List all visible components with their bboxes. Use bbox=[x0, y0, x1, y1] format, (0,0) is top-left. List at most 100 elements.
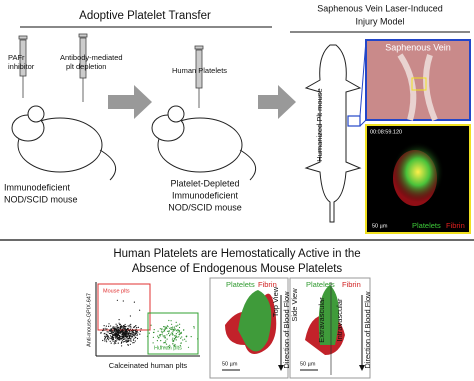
event-dot bbox=[119, 327, 121, 329]
event-dot bbox=[179, 344, 181, 347]
event-dot bbox=[111, 333, 113, 335]
event-dot bbox=[178, 334, 180, 336]
event-dot bbox=[110, 336, 113, 338]
event-dot bbox=[160, 340, 162, 342]
event-dot bbox=[178, 336, 180, 338]
event-dot bbox=[122, 326, 124, 328]
event-dot bbox=[165, 343, 168, 345]
event-dot bbox=[172, 334, 174, 336]
event-dot bbox=[165, 326, 167, 329]
event-dot bbox=[136, 334, 138, 336]
event-dot bbox=[120, 331, 123, 333]
event-dot bbox=[193, 326, 195, 328]
event-dot bbox=[116, 330, 118, 332]
event-dot bbox=[152, 331, 155, 334]
event-dot bbox=[136, 337, 139, 340]
event-dot bbox=[128, 332, 130, 334]
event-dot bbox=[103, 329, 105, 331]
event-dot bbox=[130, 330, 132, 332]
event-dot bbox=[118, 332, 120, 335]
event-dot bbox=[175, 321, 177, 323]
event-dot bbox=[124, 330, 126, 333]
event-dot bbox=[180, 337, 182, 339]
event-dot bbox=[106, 338, 109, 340]
event-dot bbox=[177, 329, 179, 331]
event-dot bbox=[112, 334, 114, 336]
event-dot bbox=[130, 334, 132, 336]
section-title: Adoptive Platelet Transfer bbox=[79, 10, 211, 22]
event-dot bbox=[176, 329, 178, 331]
event-dot bbox=[113, 334, 115, 336]
event-dot bbox=[169, 327, 171, 329]
event-dot bbox=[182, 339, 184, 341]
event-dot bbox=[157, 337, 159, 339]
event-dot bbox=[130, 340, 132, 342]
event-dot bbox=[115, 334, 117, 336]
event-dot bbox=[100, 332, 102, 334]
event-dot bbox=[121, 339, 123, 341]
event-dot bbox=[108, 325, 110, 327]
event-dot bbox=[122, 341, 124, 343]
platelet-render bbox=[238, 290, 272, 352]
event-dot bbox=[105, 325, 107, 327]
event-dot bbox=[193, 327, 195, 329]
event-dot bbox=[125, 340, 127, 342]
event-dot bbox=[125, 341, 127, 343]
event-dot bbox=[126, 339, 128, 341]
event-dot bbox=[174, 343, 176, 346]
event-dot bbox=[168, 346, 171, 349]
event-dot bbox=[109, 337, 111, 339]
event-dot bbox=[167, 330, 169, 332]
flow-label: Direction of Blood Flow bbox=[282, 291, 291, 369]
event-dot bbox=[122, 338, 125, 341]
event-dot bbox=[123, 328, 125, 330]
event-dot bbox=[120, 326, 122, 328]
event-dot bbox=[133, 301, 135, 303]
event-dot bbox=[125, 325, 127, 328]
event-dot bbox=[116, 339, 118, 341]
vein-photo bbox=[365, 39, 471, 121]
event-dot bbox=[133, 326, 135, 329]
event-dot bbox=[120, 325, 122, 327]
side-label: Intravascular bbox=[335, 298, 344, 341]
event-dot bbox=[172, 339, 174, 341]
event-dot bbox=[136, 327, 138, 329]
event-dot bbox=[134, 333, 137, 335]
event-dot bbox=[114, 341, 116, 343]
syringe-label: Human Platelets bbox=[172, 66, 227, 75]
event-dot bbox=[123, 331, 125, 333]
event-dot bbox=[139, 333, 141, 335]
event-dot bbox=[113, 343, 115, 345]
event-dot bbox=[174, 328, 176, 330]
event-dot bbox=[160, 345, 162, 347]
event-dot bbox=[126, 336, 128, 338]
event-dot bbox=[114, 336, 116, 338]
syringe-label: PAFr bbox=[8, 53, 25, 62]
event-dot bbox=[164, 328, 166, 330]
event-dot bbox=[121, 345, 123, 347]
event-dot bbox=[187, 346, 190, 348]
legend-label: Platelets bbox=[226, 280, 255, 289]
event-dot bbox=[172, 337, 174, 339]
event-dot bbox=[118, 319, 120, 321]
event-dot bbox=[173, 326, 175, 328]
event-dot bbox=[110, 332, 113, 334]
event-dot bbox=[115, 323, 117, 325]
event-dot bbox=[177, 324, 179, 326]
flow-plot bbox=[95, 282, 200, 357]
event-dot bbox=[129, 340, 131, 342]
event-dot bbox=[118, 322, 120, 324]
event-dot bbox=[119, 332, 121, 334]
event-dot bbox=[109, 329, 111, 331]
event-dot bbox=[135, 337, 137, 339]
event-dot bbox=[130, 325, 132, 327]
event-dot bbox=[166, 338, 168, 340]
syringe-label: plt depletion bbox=[66, 62, 106, 71]
event-dot bbox=[112, 326, 114, 328]
event-dot bbox=[172, 343, 174, 345]
event-dot bbox=[128, 326, 130, 328]
event-dot bbox=[177, 331, 179, 333]
event-dot bbox=[161, 333, 163, 336]
event-dot bbox=[110, 329, 112, 331]
